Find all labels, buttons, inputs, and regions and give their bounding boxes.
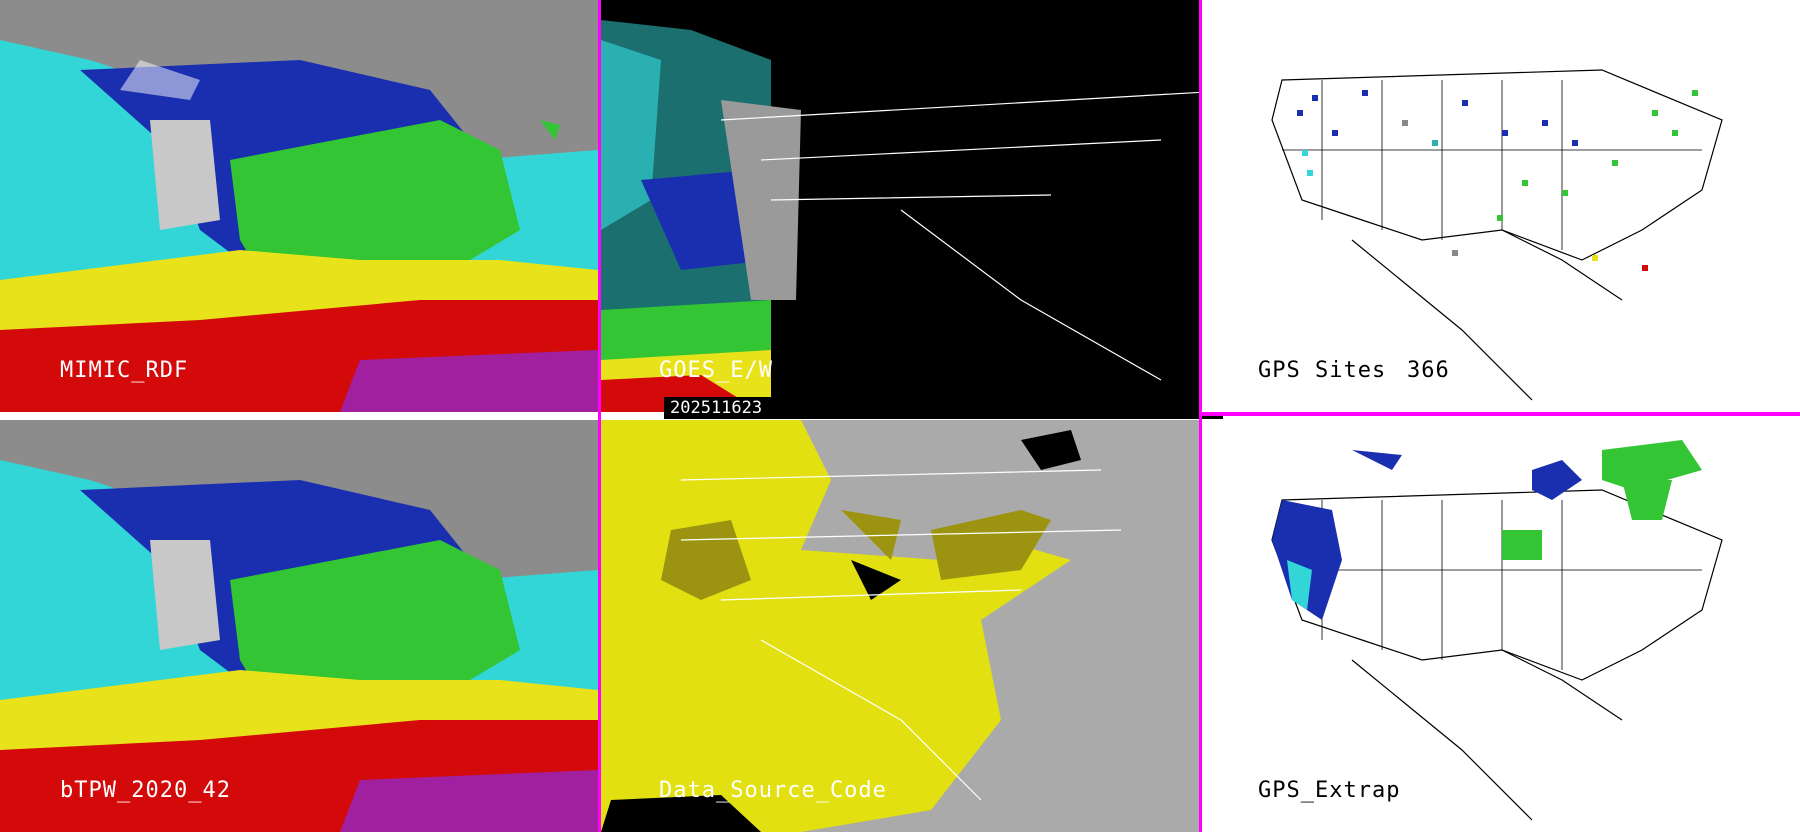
divider-vertical-right xyxy=(1199,0,1202,832)
mimic-rdf-map xyxy=(0,0,598,412)
data-source-panel: Data_Source_Code xyxy=(601,420,1199,832)
btpw-map xyxy=(0,420,598,832)
gps-extrap-map xyxy=(1271,440,1723,821)
gps-site-markers xyxy=(1297,90,1698,271)
gps-sites-label: GPS Sites xyxy=(1258,358,1387,383)
divider-horizontal xyxy=(1202,412,1800,416)
gps-extrap-label: GPS_Extrap xyxy=(1258,778,1401,803)
timestamp-bar: 202511623 xyxy=(664,397,1223,419)
btpw-label: bTPW_2020_42 xyxy=(60,778,231,803)
gps-sites-count: 366 xyxy=(1407,358,1450,383)
btpw-panel: bTPW_2020_42 xyxy=(0,420,598,832)
mimic-rdf-panel: MIMIC_RDF xyxy=(0,0,598,412)
data-source-map xyxy=(601,420,1122,832)
goes-ew-label: GOES_E/W xyxy=(659,358,773,383)
gps-extrap-panel: GPS_Extrap xyxy=(1202,420,1800,832)
gps-sites-map xyxy=(1271,69,1723,401)
timestamp-text: 202511623 xyxy=(670,398,763,418)
divider-vertical-left xyxy=(598,0,601,832)
mimic-rdf-label: MIMIC_RDF xyxy=(60,358,189,383)
goes-ew-map xyxy=(601,20,1199,412)
divider-horizontal-left xyxy=(0,416,598,420)
gps-sites-panel: GPS Sites 366 xyxy=(1202,0,1800,412)
goes-ew-panel: GOES_E/W xyxy=(601,0,1199,412)
data-source-label: Data_Source_Code xyxy=(659,778,887,803)
